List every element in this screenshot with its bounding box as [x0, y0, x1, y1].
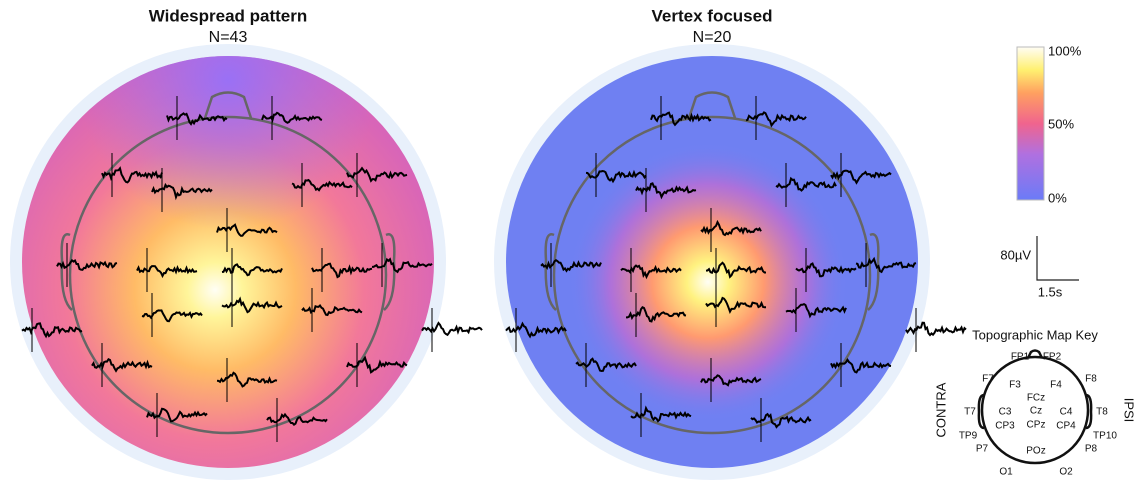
electrode-label: CP3	[995, 421, 1015, 432]
electrode-label: F7	[982, 374, 994, 385]
electrode-label: F8	[1085, 374, 1097, 385]
key-side: CONTRA	[933, 382, 948, 437]
panel-title: Vertex focused	[652, 6, 773, 25]
electrode-label: FCz	[1027, 393, 1045, 404]
electrode-label: O1	[999, 467, 1013, 478]
electrode-label: C3	[999, 407, 1012, 418]
scale-bar	[1036, 236, 1079, 281]
electrode-label: T8	[1096, 407, 1108, 418]
electrode-label: T7	[964, 407, 976, 418]
panel-title: Widespread pattern	[149, 6, 308, 25]
electrode-label: CPz	[1027, 420, 1046, 431]
colorbar-label: 0%	[1048, 190, 1067, 205]
electrode-label: TP10	[1093, 431, 1117, 442]
scale-time: 1.5s	[1038, 284, 1063, 299]
electrode-label: C4	[1060, 407, 1073, 418]
scale-amplitude: 80µV	[1000, 247, 1031, 262]
electrode-label: F4	[1050, 380, 1062, 391]
electrode-label: P8	[1085, 444, 1098, 455]
electrode-label: F3	[1009, 380, 1021, 391]
electrode-label: FP2	[1043, 352, 1062, 363]
key-title: Topographic Map Key	[972, 327, 1098, 342]
electrode-label: CP4	[1056, 421, 1076, 432]
electrode-label: Cz	[1030, 406, 1042, 417]
electrode-label: P7	[976, 444, 989, 455]
colorbar-label: 50%	[1048, 116, 1074, 131]
key-side: IPSI	[1122, 398, 1137, 423]
electrode-label: POz	[1026, 446, 1045, 457]
colorbar-label: 100%	[1048, 43, 1082, 58]
panel-n: N=43	[209, 29, 248, 46]
colorbar	[1016, 46, 1045, 201]
electrode-label: O2	[1059, 467, 1073, 478]
electrode-label: TP9	[959, 431, 978, 442]
eeg-traces	[21, 96, 967, 442]
panel-n: N=20	[693, 29, 732, 46]
electrode-label: FP1	[1011, 352, 1030, 363]
